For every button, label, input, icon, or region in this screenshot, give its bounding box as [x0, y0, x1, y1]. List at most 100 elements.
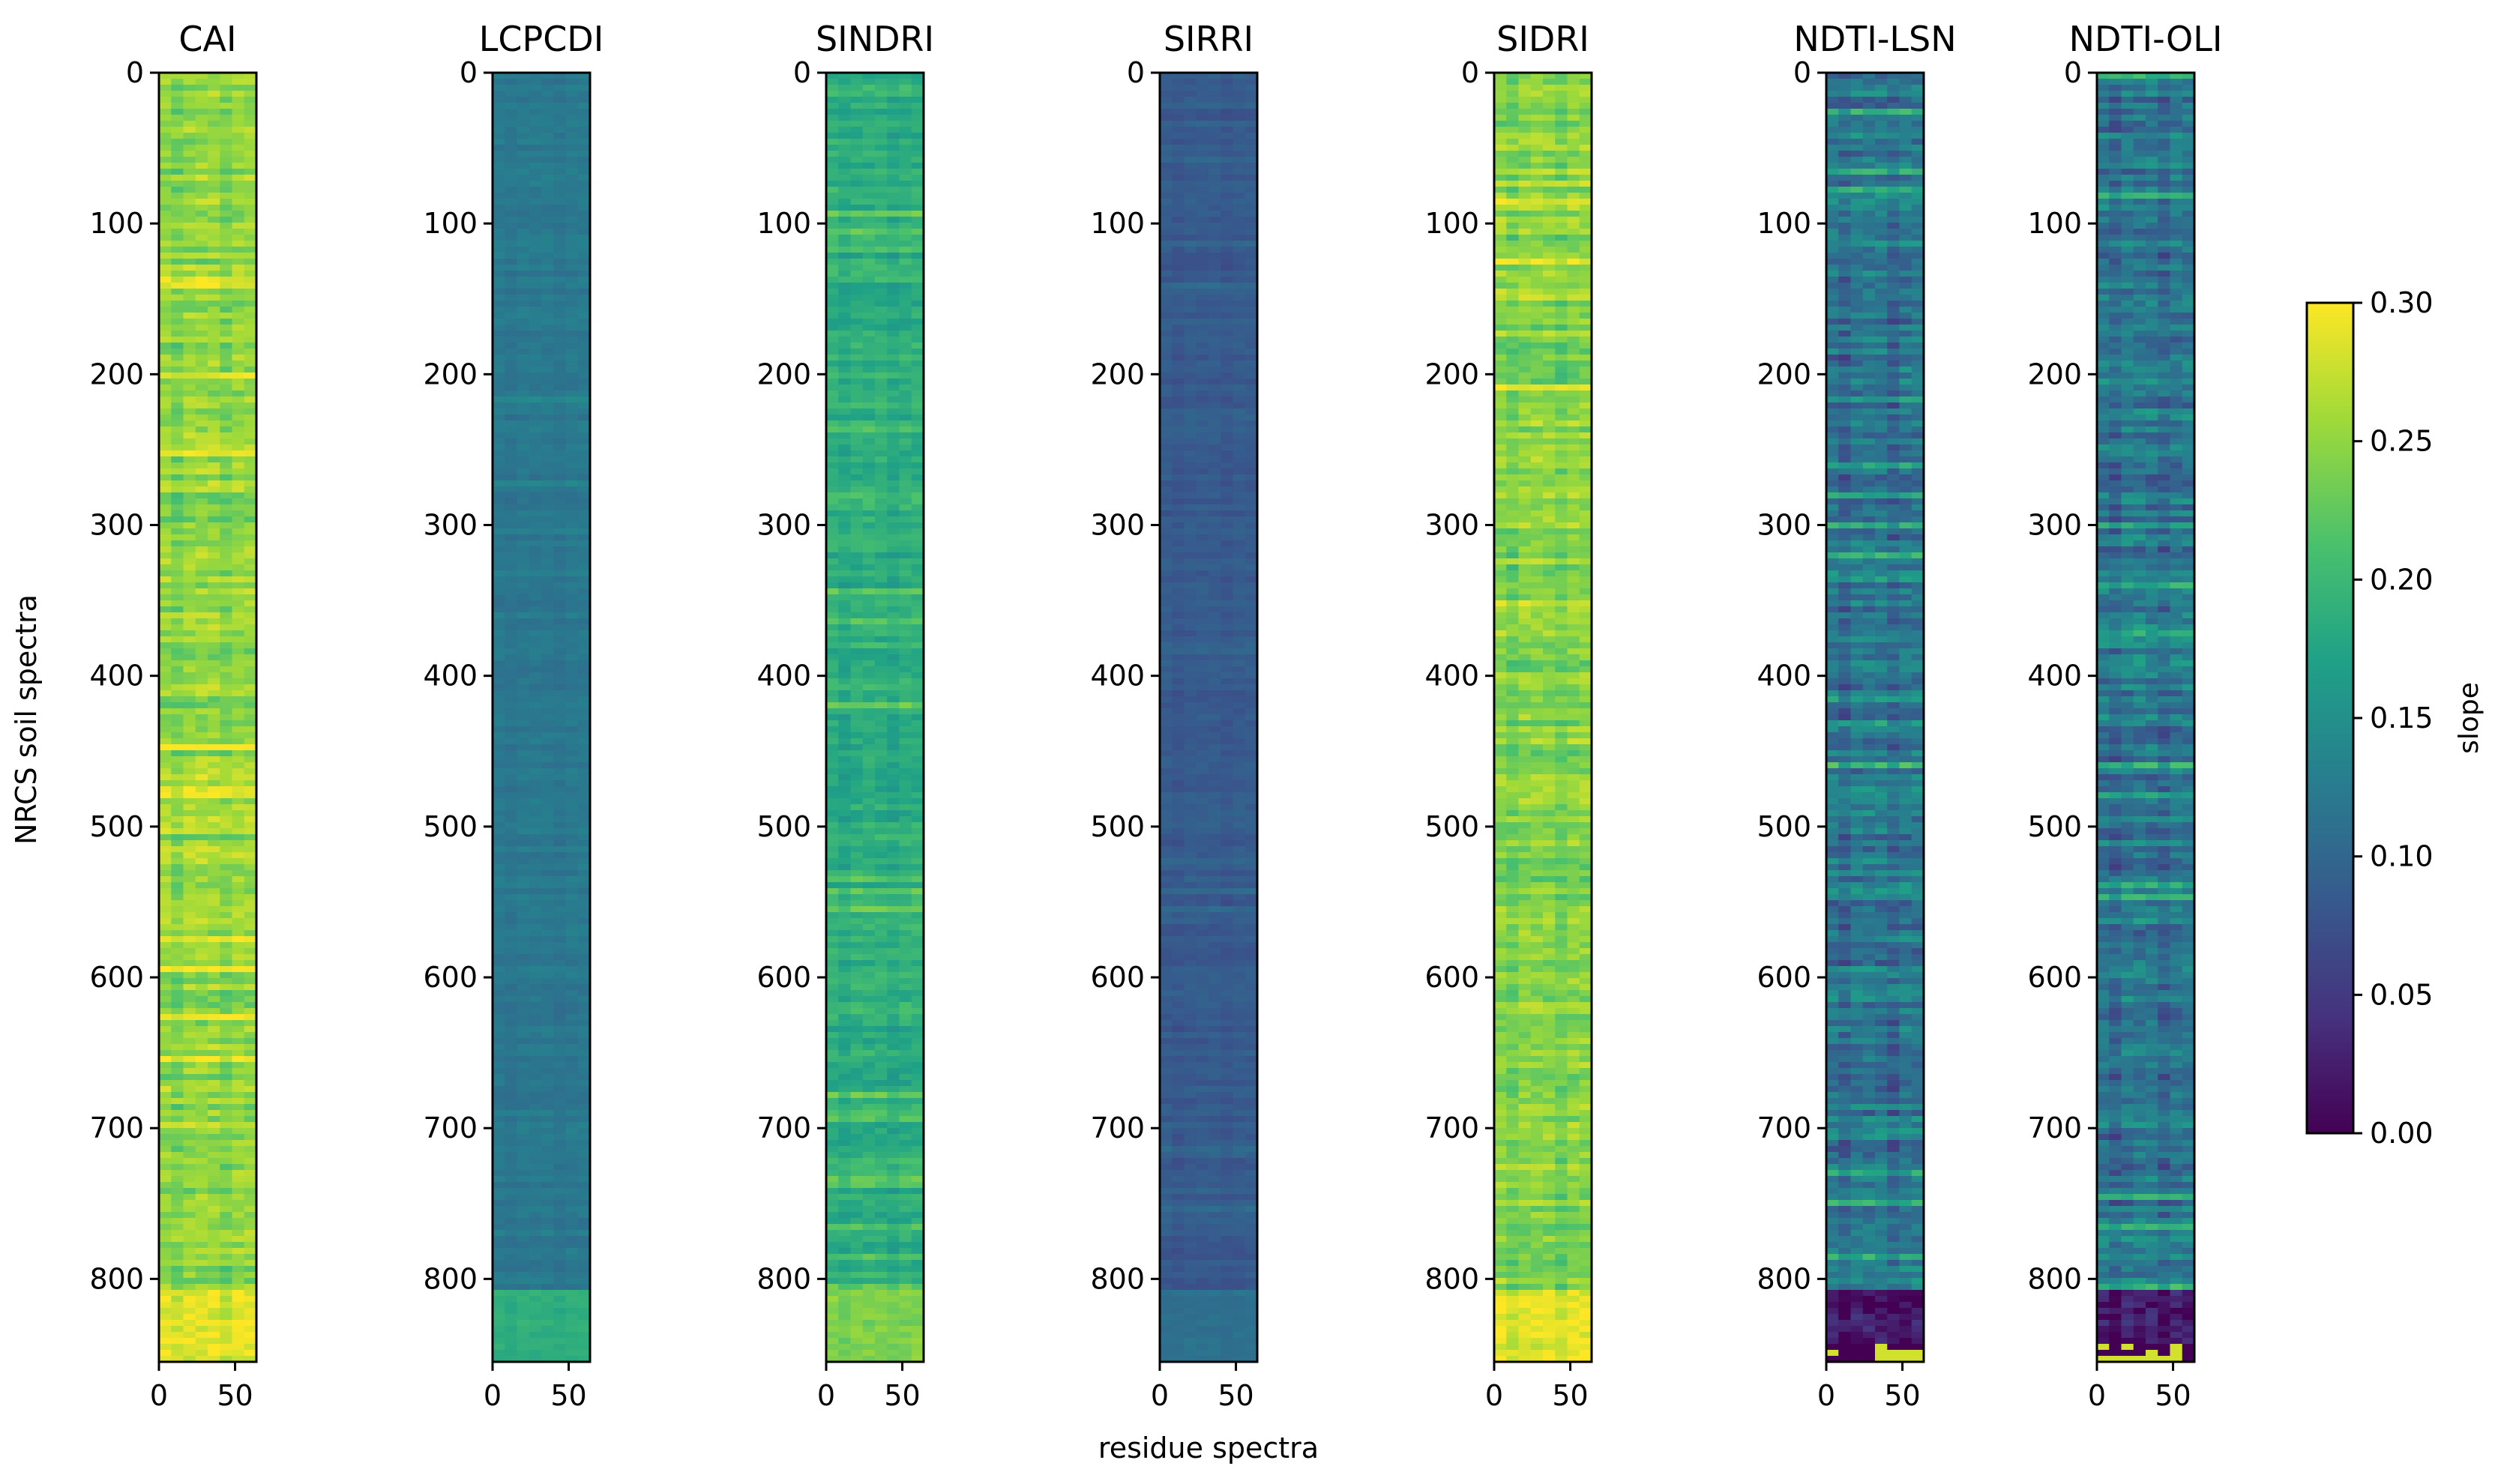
- heatmap-cell: [565, 85, 579, 91]
- heatmap-cell: [493, 378, 505, 385]
- heatmap-cell: [183, 816, 196, 823]
- heatmap-cell: [899, 732, 912, 739]
- heatmap-cell: [208, 414, 220, 421]
- heatmap-cell: [183, 984, 196, 991]
- heatmap-cell: [493, 1020, 505, 1027]
- heatmap-cell: [862, 588, 876, 595]
- heatmap-cell: [517, 1212, 530, 1219]
- heatmap-cell: [553, 283, 567, 289]
- heatmap-cell: [244, 1338, 257, 1345]
- heatmap-cell: [887, 900, 900, 907]
- heatmap-cell: [244, 97, 257, 103]
- heatmap-cell: [826, 906, 839, 913]
- heatmap-cell: [850, 492, 864, 499]
- heatmap-cell: [183, 510, 196, 517]
- heatmap-cell: [195, 390, 208, 397]
- heatmap-cell: [541, 127, 554, 133]
- heatmap-cell: [826, 1002, 839, 1009]
- heatmap-cell: [911, 684, 924, 691]
- heatmap-cell: [517, 1272, 530, 1279]
- heatmap-cell: [493, 1116, 505, 1123]
- heatmap-cell: [899, 127, 912, 133]
- heatmap-cell: [887, 834, 900, 841]
- heatmap-cell: [493, 223, 505, 229]
- heatmap-cell: [244, 1074, 257, 1081]
- heatmap-cell: [850, 516, 864, 523]
- heatmap-cell: [183, 1302, 196, 1309]
- heatmap-cell: [553, 121, 567, 127]
- heatmap-cell: [220, 1212, 233, 1219]
- heatmap-cell: [862, 1116, 876, 1123]
- heatmap-cell: [826, 1062, 839, 1069]
- heatmap-cell: [565, 169, 579, 175]
- heatmap-cell: [159, 1224, 172, 1231]
- heatmap-cell: [159, 582, 172, 589]
- heatmap-cell: [850, 151, 864, 157]
- heatmap-cell: [195, 1320, 208, 1327]
- heatmap-cell: [505, 127, 518, 133]
- heatmap-cell: [838, 780, 852, 787]
- heatmap-cell: [529, 1014, 542, 1021]
- heatmap-cell: [875, 486, 888, 493]
- heatmap-cell: [208, 510, 220, 517]
- heatmap-cell: [850, 780, 864, 787]
- heatmap-cell: [517, 1194, 530, 1201]
- heatmap-cell: [565, 456, 579, 463]
- heatmap-cell: [553, 97, 567, 103]
- heatmap-cell: [565, 702, 579, 709]
- heatmap-cell: [220, 930, 233, 937]
- heatmap-cell: [529, 888, 542, 895]
- heatmap-cell: [875, 151, 888, 157]
- heatmap-cell: [159, 1098, 172, 1105]
- heatmap-cell: [505, 253, 518, 259]
- heatmap-cell: [911, 235, 924, 241]
- heatmap-cell: [862, 1038, 876, 1045]
- heatmap-cell: [517, 654, 530, 661]
- heatmap-cell: [220, 714, 233, 721]
- heatmap-cell: [183, 636, 196, 643]
- heatmap-cell: [244, 1230, 257, 1237]
- heatmap-cell: [862, 660, 876, 667]
- heatmap-cell: [171, 1302, 184, 1309]
- heatmap-cell: [195, 774, 208, 781]
- heatmap-cell: [887, 972, 900, 979]
- heatmap-cell: [493, 702, 505, 709]
- heatmap-cell: [220, 1302, 233, 1309]
- heatmap-cell: [183, 1224, 196, 1231]
- heatmap-cell: [899, 690, 912, 697]
- heatmap-cell: [505, 540, 518, 547]
- heatmap-cell: [195, 570, 208, 577]
- heatmap-cell: [529, 1212, 542, 1219]
- heatmap-cell: [220, 588, 233, 595]
- heatmap-cell: [220, 804, 233, 811]
- heatmap-cell: [220, 295, 233, 301]
- heatmap-cell: [208, 295, 220, 301]
- heatmap-cell: [541, 265, 554, 271]
- heatmap-cell: [159, 450, 172, 457]
- heatmap-cell: [493, 396, 505, 403]
- heatmap-cell: [159, 408, 172, 415]
- heatmap-cell: [541, 912, 554, 919]
- heatmap-cell: [517, 540, 530, 547]
- heatmap-cell: [183, 301, 196, 307]
- heatmap-cell: [171, 1038, 184, 1045]
- heatmap-cell: [565, 1314, 579, 1321]
- heatmap-cell: [159, 756, 172, 763]
- heatmap-cell: [911, 780, 924, 787]
- heatmap-cell: [826, 888, 839, 895]
- heatmap-cell: [208, 576, 220, 583]
- heatmap-cell: [565, 798, 579, 805]
- heatmap-cell: [565, 331, 579, 337]
- heatmap-cell: [862, 205, 876, 211]
- heatmap-cell: [232, 1194, 245, 1201]
- heatmap-cell: [159, 414, 172, 421]
- heatmap-cell: [183, 828, 196, 835]
- heatmap-cell: [208, 768, 220, 775]
- heatmap-cell: [529, 175, 542, 181]
- heatmap-cell: [565, 504, 579, 511]
- heatmap-cell: [862, 109, 876, 115]
- heatmap-cell: [505, 1086, 518, 1093]
- heatmap-cell: [553, 528, 567, 535]
- heatmap-cell: [493, 804, 505, 811]
- heatmap-cell: [565, 474, 579, 481]
